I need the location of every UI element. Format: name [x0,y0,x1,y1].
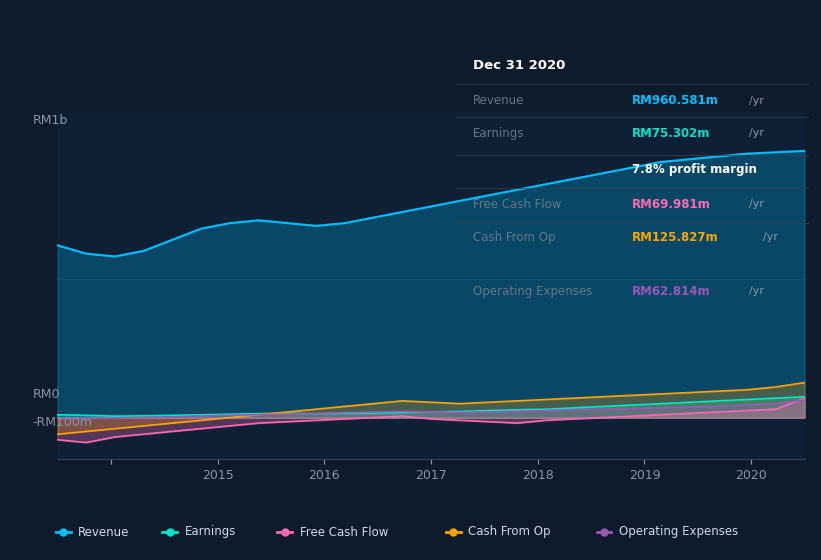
Text: Operating Expenses: Operating Expenses [474,284,593,298]
Text: /yr: /yr [763,232,777,242]
Text: Earnings: Earnings [185,525,236,539]
Text: Free Cash Flow: Free Cash Flow [474,198,562,211]
Text: Revenue: Revenue [78,525,130,539]
Text: /yr: /yr [749,128,764,138]
Text: -RM100m: -RM100m [33,416,93,430]
Text: RM1b: RM1b [33,114,68,127]
Text: RM62.814m: RM62.814m [632,284,711,298]
Text: Revenue: Revenue [474,94,525,107]
Text: /yr: /yr [749,199,764,209]
Text: /yr: /yr [749,286,764,296]
Text: Dec 31 2020: Dec 31 2020 [474,59,566,72]
Text: RM125.827m: RM125.827m [632,231,719,244]
Text: Operating Expenses: Operating Expenses [619,525,738,539]
Text: RM75.302m: RM75.302m [632,127,710,140]
Text: Free Cash Flow: Free Cash Flow [300,525,388,539]
Text: Cash From Op: Cash From Op [474,231,556,244]
Text: RM0: RM0 [33,388,60,402]
Text: Earnings: Earnings [474,127,525,140]
Text: RM960.581m: RM960.581m [632,94,719,107]
Text: 7.8% profit margin: 7.8% profit margin [632,163,757,176]
Text: Cash From Op: Cash From Op [468,525,551,539]
Text: RM69.981m: RM69.981m [632,198,711,211]
Text: /yr: /yr [749,96,764,106]
